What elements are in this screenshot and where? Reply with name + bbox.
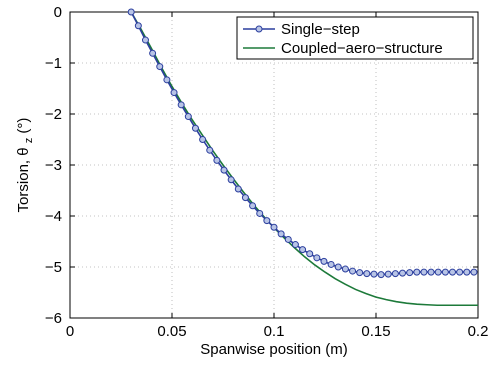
y-axis-label: Torsion, θ z (°) — [15, 118, 35, 213]
tick-labels: 0 0.05 0.1 0.15 0.2 0 −1 −2 −3 −4 −5 −6 — [45, 4, 489, 340]
x-tick-label: 0.1 — [264, 323, 285, 340]
series-single-step — [127, 8, 478, 279]
data-point — [220, 166, 228, 174]
data-point — [413, 268, 421, 276]
data-point — [420, 268, 428, 276]
data-point — [206, 146, 214, 154]
y-tick-label: −4 — [45, 208, 62, 225]
legend-entry: Coupled−aero−structure — [243, 40, 443, 57]
data-point — [184, 113, 192, 121]
data-point — [284, 235, 292, 243]
data-point — [141, 36, 149, 44]
data-point — [427, 268, 435, 276]
data-point — [270, 223, 278, 231]
y-tick-label: −6 — [45, 310, 62, 327]
data-point — [463, 268, 471, 276]
data-point — [306, 250, 314, 258]
legend-label: Single−step — [281, 21, 360, 38]
data-point — [384, 270, 392, 278]
y-tick-label: −1 — [45, 55, 62, 72]
data-point — [127, 8, 135, 16]
data-point — [470, 268, 478, 276]
legend-box — [236, 16, 474, 60]
data-series — [127, 8, 478, 307]
data-point — [227, 176, 235, 184]
data-point — [177, 101, 185, 109]
data-point — [391, 270, 399, 278]
x-tick-label: 0.2 — [468, 323, 489, 340]
y-axis-label-subscript: z — [23, 138, 35, 144]
data-point — [377, 271, 385, 279]
data-point — [399, 269, 407, 277]
y-tick-label: −5 — [45, 259, 62, 276]
grid-lines — [70, 12, 478, 318]
data-point — [363, 270, 371, 278]
data-point — [313, 254, 321, 262]
legend: Single−step Coupled−aero−structure — [236, 16, 474, 60]
data-point — [249, 202, 257, 210]
data-point — [456, 268, 464, 276]
data-point — [334, 263, 342, 271]
x-tick-label: 0.15 — [361, 323, 390, 340]
data-point — [256, 209, 264, 217]
data-point — [349, 267, 357, 275]
data-point — [320, 257, 328, 265]
data-point — [406, 269, 414, 277]
data-point — [149, 49, 157, 57]
y-tick-label: −3 — [45, 157, 62, 174]
legend-entry: Single−step — [243, 21, 360, 38]
data-point — [156, 63, 164, 71]
data-point — [234, 185, 242, 193]
x-tick-label: 0 — [66, 323, 74, 340]
y-tick-label: −2 — [45, 106, 62, 123]
data-point — [291, 241, 299, 249]
data-point — [441, 268, 449, 276]
x-axis-label: Spanwise position (m) — [200, 341, 348, 358]
legend-label: Coupled−aero−structure — [281, 40, 443, 57]
data-point — [277, 230, 285, 238]
data-point — [449, 268, 456, 276]
data-point — [163, 76, 171, 84]
y-tick-label: 0 — [54, 4, 62, 21]
y-axis-label-unit: (°) — [15, 118, 32, 134]
data-point — [199, 136, 207, 143]
data-point — [370, 270, 378, 278]
data-point — [241, 194, 249, 202]
data-point — [134, 22, 142, 30]
legend-marker — [255, 25, 263, 33]
data-point — [356, 269, 364, 277]
data-point — [213, 156, 221, 164]
data-point — [263, 217, 271, 225]
x-tick-label: 0.05 — [157, 323, 186, 340]
axes — [69, 11, 479, 319]
data-point — [299, 246, 307, 254]
y-axis-label-base: Torsion, θ — [15, 147, 32, 212]
data-point — [341, 265, 349, 273]
data-point — [327, 260, 335, 268]
data-point — [170, 89, 178, 97]
data-point — [434, 268, 442, 276]
data-point — [191, 124, 199, 132]
